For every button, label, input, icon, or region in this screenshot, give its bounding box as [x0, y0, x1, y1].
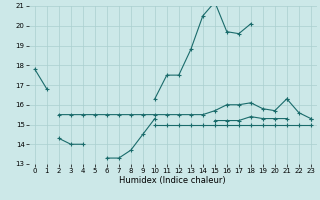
X-axis label: Humidex (Indice chaleur): Humidex (Indice chaleur) [119, 176, 226, 185]
